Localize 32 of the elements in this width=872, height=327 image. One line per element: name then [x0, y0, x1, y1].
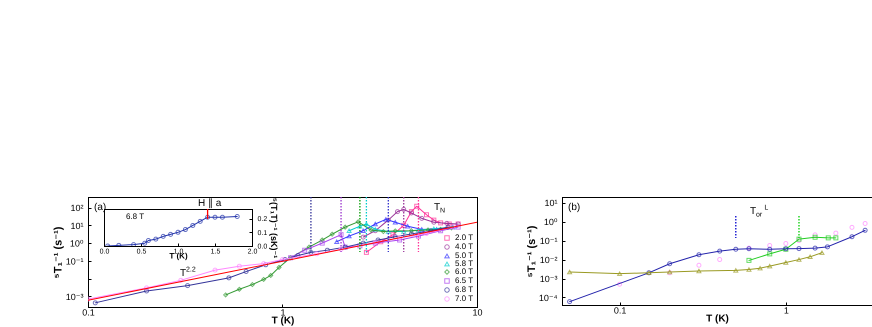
legend-label: 6.0 T — [455, 267, 474, 276]
legend-label: 6.5 T — [455, 276, 474, 285]
y-tick-label: 10⁻³ — [66, 292, 84, 302]
y-axis-title: ⁵(T₁T)⁻¹ (sK)⁻¹ — [269, 198, 280, 258]
y-tick-label: 10⁰ — [544, 217, 558, 228]
legend-label: 2.0 T — [455, 233, 474, 242]
y-axis-title: ⁵T₁⁻¹ (s⁻¹) — [52, 226, 65, 278]
x-tick-label: 0.1 — [614, 306, 626, 316]
annotation: (b) — [568, 202, 580, 213]
x-tick-label: 1 — [784, 306, 789, 316]
y-tick-label: 10¹ — [70, 220, 84, 231]
annotation: H ∥ a — [198, 198, 222, 209]
x-tick-label: 10 — [472, 308, 483, 318]
x-tick-label: 0.1 — [82, 308, 95, 318]
legend-label: 5.0 T — [455, 251, 474, 260]
y-tick-label: 10⁻¹ — [66, 256, 84, 266]
y-tick-label: 10⁻² — [540, 255, 558, 266]
legend-label: 6.8 T — [455, 285, 474, 294]
y-axis-title: ⁵T₁⁻¹ (s⁻¹) — [526, 225, 538, 278]
legend-label: 4.0 T — [455, 242, 474, 251]
y-tick-label: 10⁻⁴ — [538, 292, 558, 303]
x-axis-title: T (K) — [706, 314, 729, 324]
y-tick-label: 10⁰ — [70, 238, 84, 249]
legend-label: 7.0 T — [455, 294, 474, 303]
annotation: 6.8 T — [126, 212, 144, 221]
y-tick-label: 10⁻¹ — [540, 236, 558, 246]
x-tick-label: 1 — [280, 308, 286, 318]
y-tick-label: 10¹ — [544, 198, 558, 208]
y-tick-label: 10² — [70, 203, 84, 214]
y-tick-label: 10⁻³ — [540, 274, 558, 284]
legend-label: 5.8 T — [455, 259, 474, 268]
x-axis-title: T (K) — [272, 316, 294, 326]
